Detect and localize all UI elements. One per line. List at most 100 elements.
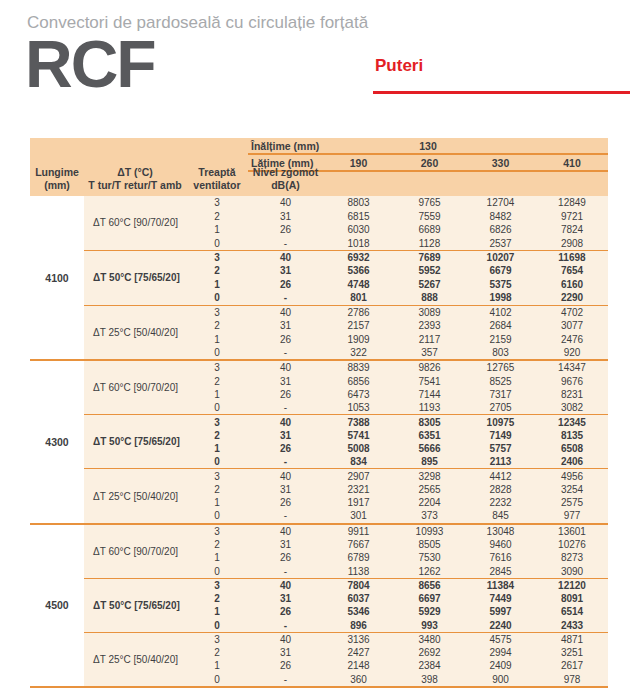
fan-step-cell: 3	[186, 471, 248, 482]
power-value-cell: 5929	[394, 606, 465, 617]
power-value-cell: 9721	[536, 211, 608, 222]
fan-step-cell: 2	[186, 539, 248, 550]
power-value-cell: 2384	[394, 660, 465, 671]
block-data-area: ΔT 60°C [90/70/20]3409911109931304813601…	[84, 525, 608, 686]
power-value-cell: 301	[323, 510, 394, 521]
power-value-cell: 6856	[323, 376, 394, 387]
power-value-cell: 3089	[394, 307, 465, 318]
noise-level-cell: 26	[248, 279, 323, 290]
power-value-cell: 9826	[394, 362, 465, 373]
power-value-cell: 9676	[536, 376, 608, 387]
height-value: 130	[248, 140, 608, 152]
delta-t-group: ΔT 50°C [75/65/20]3407804865611384121202…	[84, 578, 608, 632]
power-value-cell: 13601	[536, 526, 608, 537]
fan-step-cell: 3	[186, 252, 248, 263]
power-value-cell: 1128	[394, 238, 465, 249]
width-column-value: 190	[323, 157, 394, 169]
power-value-cell: 2117	[394, 334, 465, 345]
noise-level-cell: 26	[248, 389, 323, 400]
block-data-area: ΔT 60°C [90/70/20]3408839982612765143472…	[84, 361, 608, 522]
power-value-cell: 12120	[536, 580, 608, 591]
power-value-cell: 978	[536, 674, 608, 685]
power-value-cell: 4412	[465, 471, 536, 482]
power-value-cell: 7654	[536, 265, 608, 276]
noise-level-cell: 40	[248, 307, 323, 318]
power-value-cell: 13048	[465, 526, 536, 537]
power-value-cell: 845	[465, 510, 536, 521]
power-value-cell: 8231	[536, 389, 608, 400]
power-value-cell: 9765	[394, 197, 465, 208]
fan-step-cell: 0	[186, 620, 248, 631]
delta-t-label: ΔT 50°C [75/65/20]	[93, 415, 186, 468]
noise-level-cell: 40	[248, 252, 323, 263]
noise-level-cell: 26	[248, 443, 323, 454]
fan-step-cell: 3	[186, 307, 248, 318]
column-header-fan-line1: Treaptă	[186, 166, 248, 179]
power-value-cell: 2157	[323, 320, 394, 331]
catalog-page: { "page": { "subtitle": "Convectori de p…	[0, 0, 630, 700]
power-value-cell: 7530	[394, 552, 465, 563]
column-header-delta-t-line1: ΔT (°C)	[84, 166, 186, 179]
noise-level-cell: 31	[248, 320, 323, 331]
fan-step-cell: 0	[186, 347, 248, 358]
delta-t-label: ΔT 50°C [75/65/20]	[93, 579, 186, 632]
power-value-cell: 6932	[323, 252, 394, 263]
power-value-cell: 2828	[465, 484, 536, 495]
power-value-cell: 6037	[323, 593, 394, 604]
noise-level-cell: 40	[248, 362, 323, 373]
column-header-length: Lungime (mm)	[30, 165, 84, 193]
power-value-cell: 6351	[394, 430, 465, 441]
noise-level-cell: -	[248, 292, 323, 303]
noise-level-cell: 31	[248, 539, 323, 550]
noise-level-cell: 26	[248, 497, 323, 508]
noise-level-cell: 31	[248, 593, 323, 604]
power-value-cell: 3136	[323, 634, 394, 645]
noise-level-cell: 26	[248, 552, 323, 563]
fan-step-cell: 2	[186, 376, 248, 387]
power-value-cell: 2240	[465, 620, 536, 631]
delta-t-label: ΔT 25°C [50/40/20]	[93, 469, 186, 522]
power-value-cell: 5375	[465, 279, 536, 290]
power-value-cell: 6826	[465, 224, 536, 235]
column-header-delta-t-line2: T tur/T retur/T amb	[84, 179, 186, 192]
power-value-cell: 11384	[465, 580, 536, 591]
noise-level-cell: 31	[248, 484, 323, 495]
width-columns: 190260330410	[323, 155, 608, 170]
power-value-cell: 8525	[465, 376, 536, 387]
power-value-cell: 6473	[323, 389, 394, 400]
power-value-cell: 4102	[465, 307, 536, 318]
power-value-cell: 9460	[465, 539, 536, 550]
delta-t-label: ΔT 60°C [90/70/20]	[93, 525, 186, 578]
fan-step-cell: 1	[186, 497, 248, 508]
power-value-cell: 11698	[536, 252, 608, 263]
table-body: 4100ΔT 60°C [90/70/20]340880397651270412…	[30, 196, 608, 688]
table-header: Înălțime (mm) 130 Lățime (mm) 1902603304…	[30, 138, 608, 196]
power-value-cell: 8305	[394, 417, 465, 428]
power-value-cell: 8839	[323, 362, 394, 373]
length-block: 4100ΔT 60°C [90/70/20]340880397651270412…	[30, 196, 608, 359]
power-value-cell: 1193	[394, 402, 465, 413]
power-value-cell: 5346	[323, 606, 394, 617]
power-value-cell: 8803	[323, 197, 394, 208]
power-value-cell: 5952	[394, 265, 465, 276]
power-value-cell: 6697	[394, 593, 465, 604]
noise-level-cell: 31	[248, 430, 323, 441]
power-value-cell: 1909	[323, 334, 394, 345]
power-value-cell: 3077	[536, 320, 608, 331]
delta-t-label: ΔT 60°C [90/70/20]	[93, 196, 186, 250]
noise-level-cell: -	[248, 674, 323, 685]
power-value-cell: 2290	[536, 292, 608, 303]
power-value-cell: 373	[394, 510, 465, 521]
power-value-cell: 2575	[536, 497, 608, 508]
power-value-cell: 7449	[465, 593, 536, 604]
power-value-cell: 9911	[323, 526, 394, 537]
power-value-cell: 1262	[394, 566, 465, 577]
power-value-cell: 357	[394, 347, 465, 358]
power-value-cell: 12345	[536, 417, 608, 428]
product-code-logo: RCF	[25, 31, 155, 97]
fan-step-cell: 2	[186, 484, 248, 495]
fan-step-cell: 0	[186, 238, 248, 249]
noise-level-cell: 26	[248, 334, 323, 345]
fan-step-cell: 0	[186, 674, 248, 685]
length-block: 4300ΔT 60°C [90/70/20]340883998261276514…	[30, 359, 608, 522]
